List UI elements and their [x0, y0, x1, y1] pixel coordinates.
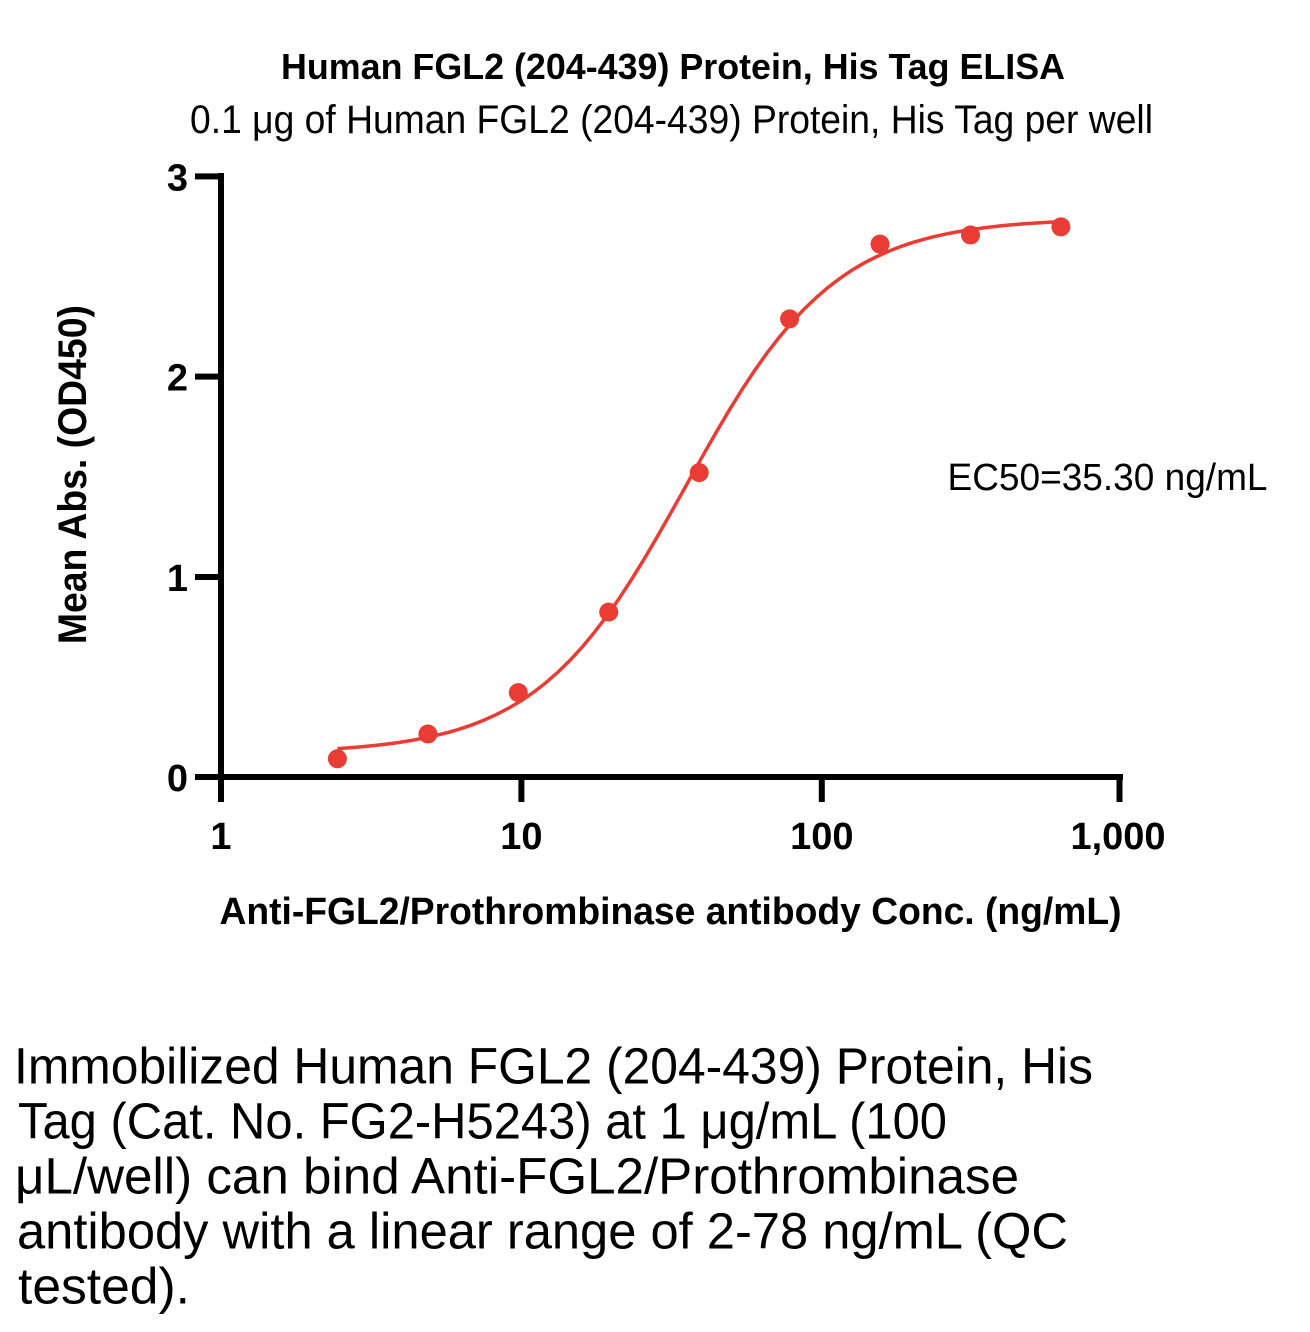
svg-text:0.1 μg of Human FGL2 (204-439): 0.1 μg of Human FGL2 (204-439) Protein, …	[190, 98, 1153, 142]
svg-text:1: 1	[167, 558, 188, 600]
svg-text:Anti-FGL2/Prothrombinase antib: Anti-FGL2/Prothrombinase antibody Conc. …	[220, 891, 1122, 933]
svg-text:100: 100	[790, 816, 853, 858]
svg-text:Immobilized Human FGL2 (204-43: Immobilized Human FGL2 (204-439) Protein…	[14, 1038, 1093, 1095]
svg-text:EC50=35.30 ng/mL: EC50=35.30 ng/mL	[948, 457, 1268, 499]
svg-text:μL/well) can bind Anti-FGL2/Pr: μL/well) can bind Anti-FGL2/Prothrombina…	[15, 1148, 1019, 1205]
svg-text:1,000: 1,000	[1070, 816, 1165, 858]
svg-text:Tag (Cat. No. FG2-H5243) at 1: Tag (Cat. No. FG2-H5243) at 1 μg/mL (100	[18, 1093, 947, 1150]
svg-text:3: 3	[167, 157, 188, 199]
svg-text:antibody with a linear range o: antibody with a linear range of 2-78 ng/…	[17, 1203, 1068, 1260]
svg-text:tested).: tested).	[18, 1258, 190, 1315]
svg-text:2: 2	[167, 358, 188, 400]
svg-text:0: 0	[167, 758, 188, 800]
svg-text:10: 10	[500, 816, 542, 858]
svg-text:1: 1	[210, 816, 231, 858]
svg-text:Human FGL2 (204-439) Protein,: Human FGL2 (204-439) Protein, His Tag EL…	[281, 46, 1065, 87]
svg-text:Mean Abs. (OD450): Mean Abs. (OD450)	[51, 305, 95, 644]
